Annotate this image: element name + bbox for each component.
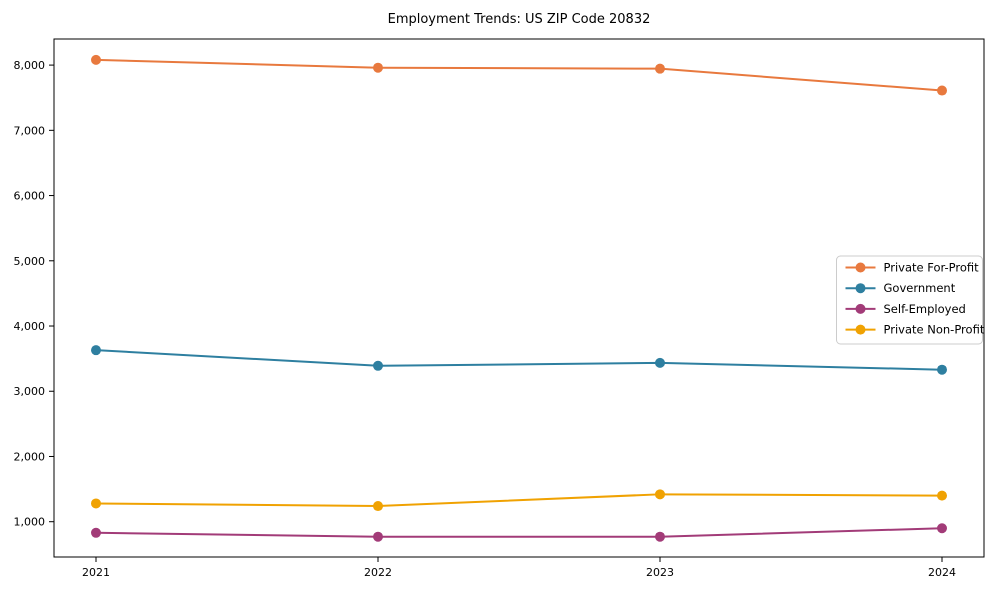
y-tick-label: 2,000: [14, 450, 46, 463]
plot-frame: [53, 38, 985, 558]
y-tick-label: 4,000: [14, 320, 46, 333]
data-point: [937, 523, 947, 534]
legend-item-label: Self-Employed: [884, 302, 966, 316]
legend-item-label: Private For-Profit: [884, 261, 980, 275]
x-tick-label: 2022: [364, 566, 392, 579]
data-point: [937, 490, 947, 501]
data-point: [373, 531, 383, 542]
series-line: [95, 527, 943, 538]
data-point: [91, 498, 101, 509]
x-tick-label: 2021: [82, 566, 110, 579]
data-point: [937, 85, 947, 96]
legend-marker-dot: [855, 324, 866, 335]
legend-marker-dot: [855, 262, 866, 273]
y-tick-label: 8,000: [14, 59, 46, 72]
data-point: [655, 489, 665, 500]
data-point: [373, 62, 383, 73]
y-tick-label: 5,000: [14, 255, 46, 268]
legend-marker-dot: [855, 283, 866, 294]
chart-title: Employment Trends: US ZIP Code 20832: [387, 12, 651, 27]
series-line: [95, 349, 943, 371]
legend-box: [836, 255, 983, 345]
x-tick-label: 2024: [928, 566, 956, 579]
data-point: [373, 501, 383, 512]
data-point: [373, 360, 383, 371]
x-tick-label: 2023: [646, 566, 674, 579]
data-point: [655, 63, 665, 74]
legend-marker-dot: [855, 303, 866, 314]
y-tick-label: 6,000: [14, 190, 46, 203]
series-line: [95, 58, 943, 92]
data-point: [655, 531, 665, 542]
data-point: [91, 345, 101, 356]
y-tick-label: 1,000: [14, 516, 46, 529]
data-point: [91, 54, 101, 65]
data-point: [655, 357, 665, 368]
legend-item-label: Private Non-Profit: [884, 323, 985, 337]
legend-item-label: Government: [884, 281, 956, 295]
series-line: [95, 493, 943, 508]
y-tick-label: 3,000: [14, 385, 46, 398]
data-point: [91, 527, 101, 538]
data-point: [937, 364, 947, 375]
y-tick-label: 7,000: [14, 124, 46, 137]
